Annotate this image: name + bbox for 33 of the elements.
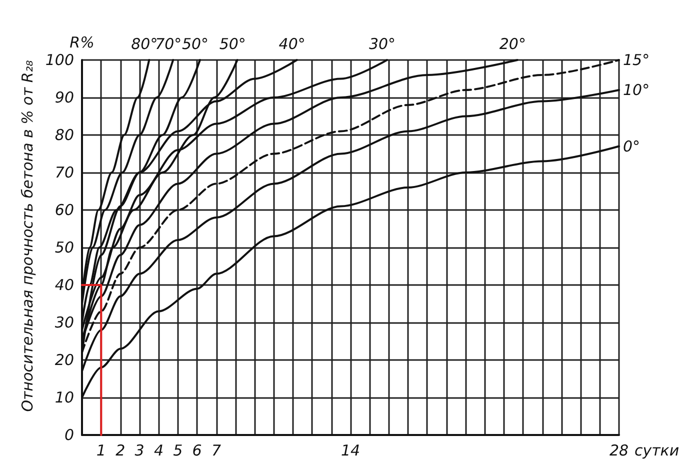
series-label: 15° (623, 51, 650, 69)
x-tick-label: 3 (134, 442, 144, 460)
x-tick-label: 14 (340, 442, 360, 460)
y-tick-label: 80 (54, 126, 74, 144)
y-tick-label: 90 (54, 88, 74, 106)
y-tick-label: 100 (45, 51, 74, 69)
series-label: 40° (278, 35, 306, 53)
x-tick-label: 7 (211, 442, 222, 460)
y-tick-label: 0 (64, 426, 74, 444)
series-label: 10° (623, 81, 650, 99)
y-tick-label: 10 (54, 388, 74, 406)
series-label: 50° (182, 35, 209, 53)
y-tick-label: 60 (54, 201, 74, 219)
text: R% (70, 34, 94, 52)
y-tick-label: 70 (54, 164, 74, 182)
y-tick-label: 30 (54, 314, 74, 332)
x-tick-label: 4 (154, 442, 164, 460)
series-label: 30° (368, 35, 396, 53)
y-tick-label: 40 (54, 276, 74, 294)
series-label: 80° (131, 35, 158, 53)
series-label: 50° (219, 35, 246, 53)
x-tick-label: 5 (173, 442, 183, 460)
series-label: 20° (499, 35, 526, 53)
x-tick-label: 28 (609, 442, 629, 460)
y-tick-label: 20 (54, 351, 74, 369)
x-tick-label: 2 (116, 442, 126, 460)
y-axis-title: Относительная прочность бетона в % от R₂₈ (18, 60, 36, 412)
x-tick-label: 1 (96, 442, 106, 460)
series-label: 70° (155, 35, 182, 53)
series-label: 0° (623, 137, 640, 156)
x-tick-label: 6 (192, 442, 202, 460)
y-tick-label: 50 (54, 238, 74, 256)
x-axis-title: сутки (634, 442, 680, 460)
